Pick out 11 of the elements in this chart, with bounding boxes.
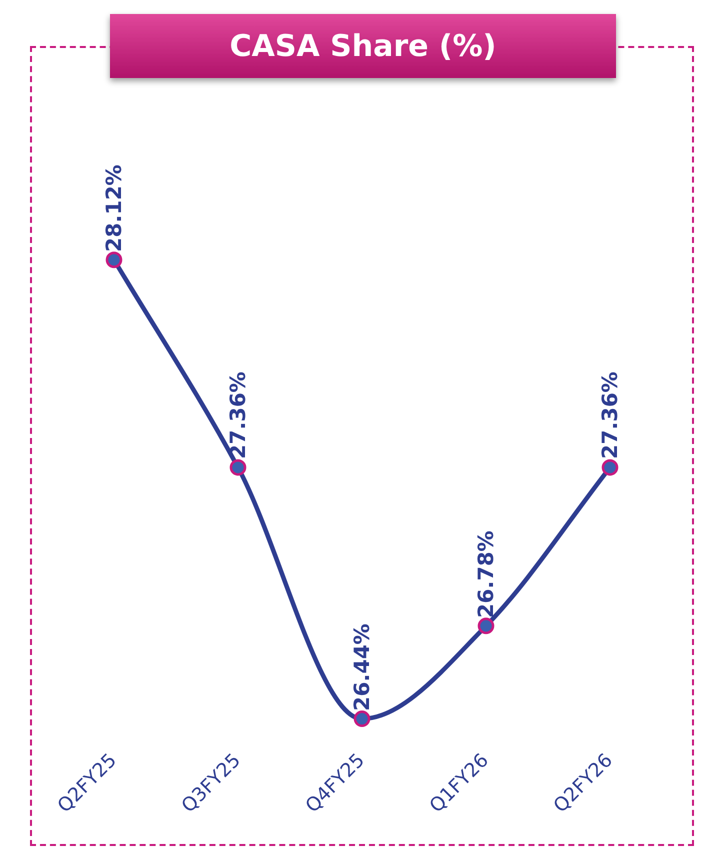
data-label: 26.78%	[474, 530, 498, 618]
chart-title: CASA Share (%)	[110, 14, 616, 78]
point	[230, 459, 246, 476]
data-label: 27.36%	[598, 372, 622, 460]
data-label: 27.36%	[226, 372, 250, 460]
point	[602, 459, 618, 476]
point	[354, 710, 370, 728]
point	[478, 618, 494, 634]
data-label: 26.44%	[350, 623, 374, 711]
data-label: 28.12%	[102, 164, 126, 252]
point	[106, 252, 122, 268]
